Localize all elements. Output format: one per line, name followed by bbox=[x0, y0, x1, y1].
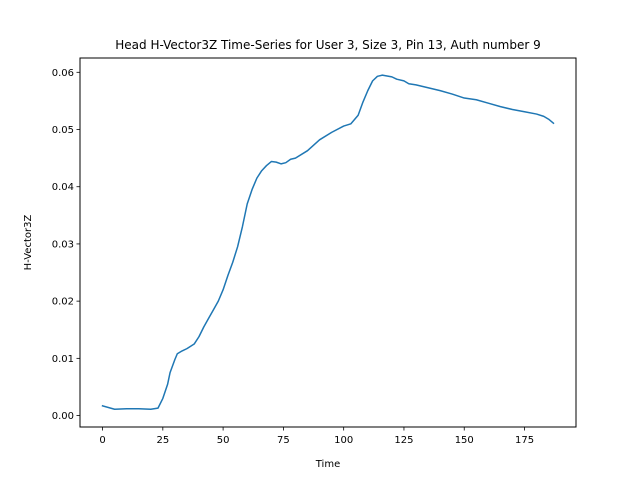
x-tick-label: 0 bbox=[99, 435, 105, 446]
y-tick-label: 0.01 bbox=[52, 354, 74, 365]
x-tick-label: 100 bbox=[334, 435, 353, 446]
y-axis-label: H-Vector3Z bbox=[23, 215, 34, 271]
x-axis-ticks: 0 25 50 75 100 125 150 175 bbox=[99, 427, 534, 446]
y-tick-label: 0.03 bbox=[52, 239, 74, 250]
series-line-0 bbox=[101, 74, 555, 411]
chart-title: Head H-Vector3Z Time-Series for User 3, … bbox=[115, 38, 540, 52]
x-tick-label: 150 bbox=[455, 435, 474, 446]
x-axis-label: Time bbox=[315, 459, 340, 470]
y-tick-label: 0.00 bbox=[52, 411, 74, 422]
y-axis-ticks: 0.00 0.01 0.02 0.03 0.04 0.05 0.06 bbox=[52, 68, 80, 422]
x-tick-label: 125 bbox=[394, 435, 413, 446]
y-tick-label: 0.06 bbox=[52, 68, 74, 79]
y-tick-label: 0.02 bbox=[52, 297, 74, 308]
y-tick-label: 0.04 bbox=[52, 182, 74, 193]
x-tick-label: 75 bbox=[277, 435, 290, 446]
axes-frame bbox=[79, 57, 577, 428]
x-tick-label: 175 bbox=[515, 435, 534, 446]
plot-area bbox=[101, 74, 555, 411]
x-tick-label: 25 bbox=[156, 435, 169, 446]
y-tick-label: 0.05 bbox=[52, 125, 74, 136]
x-tick-label: 50 bbox=[217, 435, 230, 446]
